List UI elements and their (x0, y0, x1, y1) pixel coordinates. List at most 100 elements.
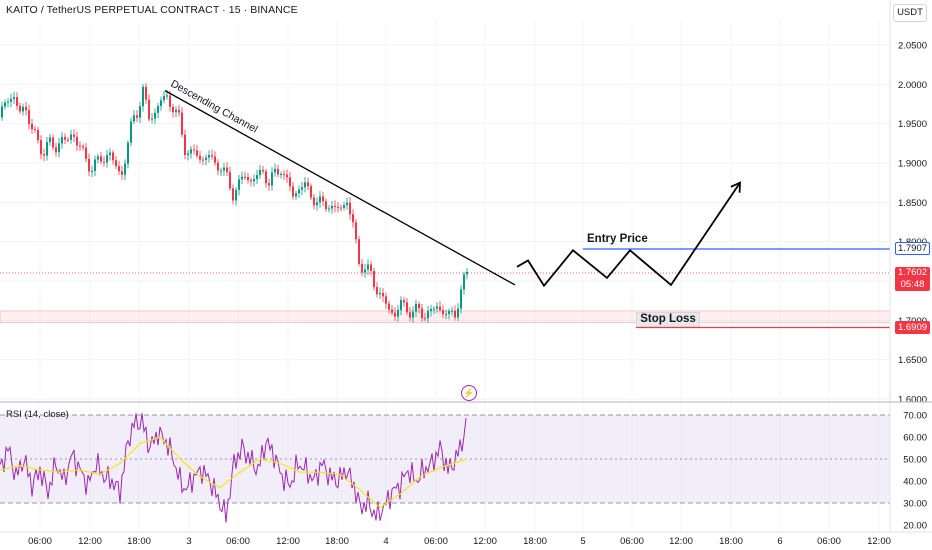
time-tick-label: 18:00 (127, 536, 151, 547)
price-tick-label: 2.0500 (898, 41, 927, 52)
candle-body (94, 159, 96, 171)
candle-body (460, 289, 462, 309)
rsi-tick-label: 70.00 (903, 411, 927, 422)
candle-body (376, 287, 378, 295)
candle-body (268, 183, 270, 186)
candle-body (169, 95, 171, 107)
candle-body (43, 154, 45, 156)
time-tick-label: 18:00 (523, 536, 547, 547)
candle-body (361, 263, 363, 273)
candle-body (67, 139, 69, 141)
candle-body (328, 208, 330, 210)
candle-body (448, 311, 450, 314)
time-tick-label: 12:00 (669, 536, 693, 547)
candle-body (34, 129, 36, 131)
time-tick-label: 06:00 (424, 536, 448, 547)
candle-body (181, 112, 183, 135)
rsi-ma-line (0, 436, 468, 509)
candle-body (13, 97, 15, 99)
candle-body (82, 146, 84, 148)
candle-body (163, 96, 165, 101)
candle-body (10, 98, 12, 102)
candle-body (28, 110, 30, 124)
candle-body (283, 173, 285, 175)
candle-body (196, 150, 198, 156)
candle-body (433, 308, 435, 310)
candle-body (115, 160, 117, 167)
candle-body (406, 302, 408, 313)
candle-body (7, 101, 9, 103)
candle-body (172, 106, 174, 113)
candle-body (346, 202, 348, 206)
candle-body (391, 309, 393, 313)
candle-body (145, 86, 147, 100)
bolt-icon[interactable]: ⚡ (461, 385, 477, 401)
candle-body (79, 145, 81, 147)
candle-body (49, 137, 51, 143)
candle-body (334, 205, 336, 207)
candle-body (322, 196, 324, 202)
candle-body (352, 214, 354, 223)
stop-loss-label[interactable]: Stop Loss (636, 312, 700, 327)
time-tick-label: 12:00 (867, 536, 891, 547)
candle-body (457, 308, 459, 318)
entry-price-tag: 1.7907 (895, 242, 930, 255)
candle-body (58, 143, 60, 153)
candle-body (241, 176, 243, 180)
candle-body (160, 100, 162, 106)
candle-body (220, 170, 222, 172)
candle-body (121, 171, 123, 175)
candle-body (397, 310, 399, 317)
candle-body (100, 156, 102, 162)
candle-body (112, 152, 114, 161)
candle-body (64, 136, 66, 140)
candle-body (235, 189, 237, 201)
candle-body (421, 308, 423, 319)
candle-body (199, 155, 201, 160)
rsi-tick-label: 20.00 (903, 521, 927, 532)
candle-body (37, 129, 39, 141)
candle-body (427, 311, 429, 319)
candle-body (223, 167, 225, 171)
candle-body (205, 157, 207, 160)
candle-body (16, 97, 18, 106)
candle-body (349, 202, 351, 215)
candle-body (253, 179, 255, 182)
candle-body (292, 186, 294, 197)
currency-button[interactable]: USDT (893, 4, 927, 22)
candle-body (178, 109, 180, 113)
candle-body (415, 303, 417, 312)
candle-body (331, 205, 333, 209)
time-tick-label: 06:00 (620, 536, 644, 547)
projection-arrowhead (730, 181, 741, 193)
candle-body (343, 205, 345, 208)
current-price-tag: 1.7602 05:48 (895, 267, 930, 291)
time-tick-label: 3 (186, 536, 191, 547)
price-tick-label: 2.0000 (898, 80, 927, 91)
symbol-title[interactable]: KAITO / TetherUS PERPETUAL CONTRACT · 15… (6, 4, 298, 16)
time-tick-label: 06:00 (28, 536, 52, 547)
candle-body (142, 86, 144, 107)
candle-body (103, 161, 105, 163)
entry-price-label[interactable]: Entry Price (587, 233, 648, 245)
stop-loss-tag: 1.6909 (895, 321, 930, 334)
descending-channel-line (164, 90, 516, 286)
candle-body (313, 197, 315, 206)
candle-body (40, 140, 42, 155)
candle-body (229, 172, 231, 189)
time-tick-label: 06:00 (817, 536, 841, 547)
price-tick-label: 1.6000 (898, 395, 927, 406)
candle-body (1, 106, 3, 118)
time-tick-label: 6 (777, 536, 782, 547)
candles (1, 82, 468, 323)
candle-body (217, 162, 219, 171)
candle-body (466, 271, 468, 275)
candle-body (325, 201, 327, 209)
candle-body (274, 168, 276, 173)
candle-body (31, 123, 33, 130)
candle-body (211, 155, 213, 157)
candle-body (97, 156, 99, 160)
candle-body (310, 186, 312, 198)
price-grid (0, 20, 890, 530)
